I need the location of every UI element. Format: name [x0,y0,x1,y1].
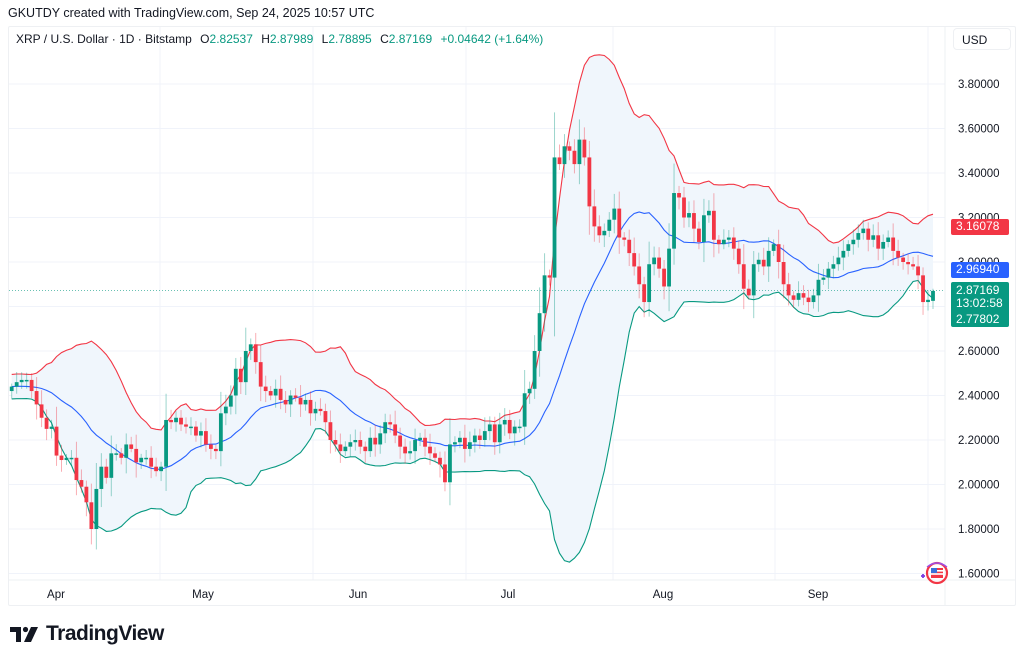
close-label: C [380,32,389,46]
time-axis-label: Aug [653,589,673,601]
time-axis-label: Sep [808,589,828,601]
last-price-tag: 2.87169 13:02:58 2.77802 [951,282,1009,327]
low-value: 2.78895 [328,32,372,46]
price-axis-label: 1.60000 [958,569,1000,581]
chart-frame [8,26,1016,606]
time-axis-label: May [192,589,214,601]
time-axis-label: Jul [501,589,516,601]
high-value: 2.87989 [269,32,314,46]
price-axis-label: 2.60000 [958,346,1000,358]
time-axis-label: Jun [349,589,368,601]
currency-button[interactable]: USD [953,28,1011,50]
tradingview-logo[interactable]: TradingView [10,622,164,646]
price-axis-label: 2.40000 [958,391,1000,403]
time-axis-label: Apr [47,589,65,601]
price-axis-label: 3.60000 [958,124,1000,136]
symbol-title[interactable]: XRP / U.S. Dollar · 1D · Bitstamp [16,32,192,46]
open-label: O [200,32,210,46]
basis-price-tag: 2.96940 [951,262,1009,278]
price-axis-label: 2.00000 [958,480,1000,492]
close-value: 2.87169 [388,32,433,46]
tradingview-wordmark: TradingView [46,622,164,645]
open-value: 2.82537 [209,32,253,46]
chart-attribution: GKUTDY created with TradingView.com, Sep… [8,6,375,20]
lower-band-price: 2.77802 [956,312,1000,326]
price-axis-label: 1.80000 [958,524,1000,536]
us-economic-event-flag-icon[interactable] [919,561,953,590]
tradingview-logo-icon [10,626,38,642]
price-axis-label: 3.80000 [958,79,1000,91]
bar-countdown: 13:02:58 [956,296,1003,310]
last-price: 2.87169 [956,283,1000,297]
low-label: L [321,32,329,46]
bollinger-band-fill [11,54,933,563]
price-axis-label: 3.40000 [958,168,1000,180]
price-axis-label: 2.20000 [958,435,1000,447]
high-label: H [261,32,270,46]
upper-band-price-tag: 3.16078 [951,219,1009,235]
change-value: +0.04642 (+1.64%) [440,32,544,46]
symbol-legend: XRP / U.S. Dollar · 1D · Bitstamp O2.825… [16,32,543,46]
